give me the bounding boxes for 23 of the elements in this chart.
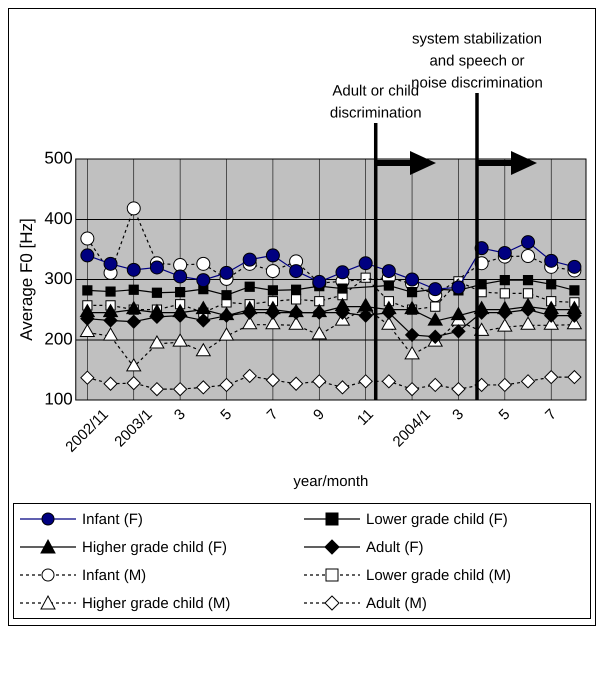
legend-label: Adult (F) xyxy=(366,538,424,556)
legend-label: Lower grade child (F) xyxy=(366,510,508,528)
legend-label: Higher grade child (M) xyxy=(82,594,230,612)
y-tick-label: 500 xyxy=(44,148,73,168)
x-tick-label: 7 xyxy=(542,406,560,424)
legend-label: Lower grade child (M) xyxy=(366,566,512,584)
x-tick-label: 3 xyxy=(449,406,468,424)
y-axis-title: Average F0 [Hz] xyxy=(16,218,36,341)
x-tick-label: 9 xyxy=(310,406,328,424)
x-tick-label: 5 xyxy=(217,406,236,424)
x-axis-title: year/month xyxy=(293,473,368,490)
x-tick-label: 3 xyxy=(170,406,189,424)
x-tick-label: 5 xyxy=(496,406,514,424)
x-tick-label: 11 xyxy=(354,406,377,429)
y-tick-label: 200 xyxy=(44,329,73,348)
legend-label: Infant (M) xyxy=(82,566,146,584)
y-tick-label: 100 xyxy=(44,390,73,409)
x-tick-label: 7 xyxy=(264,406,282,424)
legend-label: Adult (M) xyxy=(366,594,427,612)
legend-label: Higher grade child (F) xyxy=(82,538,228,556)
legend-label: Infant (F) xyxy=(82,510,143,528)
y-tick-label: 300 xyxy=(44,269,73,288)
y-tick-label: 400 xyxy=(44,208,73,228)
